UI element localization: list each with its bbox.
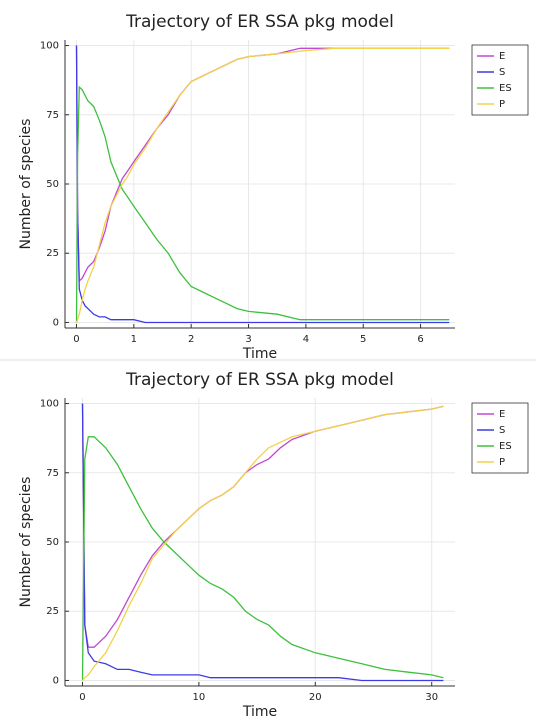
y-tick-label: 75 bbox=[46, 468, 59, 479]
legend-label: P bbox=[499, 99, 505, 110]
chart: Trajectory of ER SSA pkg model Time Number… bbox=[18, 370, 529, 717]
y-tick-label: 25 bbox=[46, 248, 59, 259]
y-tick-label: 0 bbox=[53, 317, 59, 328]
x-tick-label: 4 bbox=[303, 334, 309, 345]
x-tick-label: 0 bbox=[73, 334, 79, 345]
x-tick-label: 6 bbox=[417, 334, 423, 345]
series-line bbox=[75, 85, 450, 323]
x-axis-label: Time bbox=[242, 346, 277, 362]
y-tick-label: 0 bbox=[53, 675, 59, 686]
series-line bbox=[81, 403, 444, 648]
y-tick-label: 100 bbox=[40, 399, 59, 410]
series-line bbox=[75, 47, 450, 323]
x-tick-label: 20 bbox=[309, 692, 322, 703]
legend-label: ES bbox=[499, 83, 512, 94]
x-axis-label: Time bbox=[242, 704, 277, 717]
legend-label: E bbox=[499, 51, 505, 62]
legend-label: E bbox=[499, 409, 505, 420]
chart-title: Trajectory of ER SSA pkg model bbox=[125, 370, 394, 390]
series-line bbox=[81, 405, 444, 681]
x-tick-label: 5 bbox=[360, 334, 366, 345]
y-axis-label: Number of species bbox=[18, 477, 34, 608]
x-tick-label: 10 bbox=[193, 692, 206, 703]
y-tick-label: 50 bbox=[46, 179, 59, 190]
series-line bbox=[81, 436, 444, 681]
y-tick-label: 75 bbox=[46, 110, 59, 121]
y-tick-label: 100 bbox=[40, 41, 59, 52]
series-line bbox=[81, 403, 444, 682]
x-tick-label: 30 bbox=[425, 692, 438, 703]
legend-label: S bbox=[499, 425, 505, 436]
y-tick-label: 50 bbox=[46, 537, 59, 548]
series-line bbox=[75, 45, 450, 324]
y-tick-label: 25 bbox=[46, 606, 59, 617]
x-tick-label: 3 bbox=[245, 334, 251, 345]
chart: Trajectory of ER SSA pkg model Time Number… bbox=[18, 12, 529, 362]
legend-label: S bbox=[499, 67, 505, 78]
x-tick-label: 2 bbox=[188, 334, 194, 345]
x-tick-label: 0 bbox=[79, 692, 85, 703]
y-axis-label: Number of species bbox=[18, 119, 34, 250]
series-line bbox=[75, 45, 450, 283]
legend-label: ES bbox=[499, 441, 512, 452]
x-tick-label: 1 bbox=[131, 334, 137, 345]
legend-label: P bbox=[499, 457, 505, 468]
chart-title: Trajectory of ER SSA pkg model bbox=[125, 12, 394, 32]
